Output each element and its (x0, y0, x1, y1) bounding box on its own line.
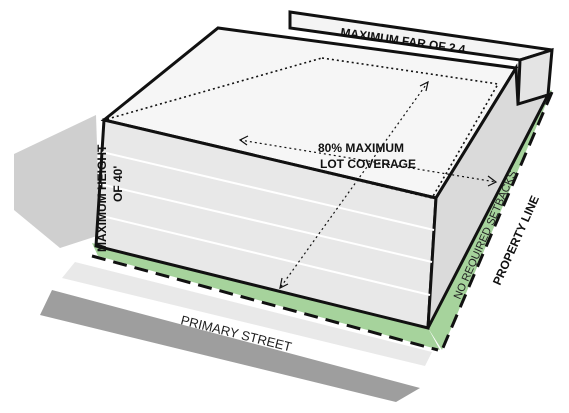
max-height-label-line2: OF 40' (111, 166, 125, 202)
ground-shadows (14, 115, 432, 402)
sidewalk-band (62, 262, 432, 366)
dimension-arrows (238, 80, 498, 290)
arrow-width (239, 139, 497, 183)
lot-green-right (428, 90, 552, 350)
arrow-depth (279, 81, 429, 289)
main-volume (94, 26, 551, 330)
left-shadow (14, 115, 100, 248)
lot-coverage-label-line1: 80% MAXIMUM (318, 141, 404, 155)
arrow-depth-head-top (419, 80, 429, 92)
property-line-dashes (91, 91, 554, 352)
lot-green-strips (92, 90, 552, 350)
road-band (40, 290, 420, 402)
lot-coverage-label-line2: LOT COVERAGE (320, 157, 416, 171)
lot-coverage-vertical-dotted (95, 119, 105, 247)
arrow-width-head-right (487, 175, 498, 187)
floor-line-2 (99, 183, 433, 263)
lot-coverage-outline (95, 57, 500, 247)
property-line-front (91, 254, 439, 352)
arrow-width-head-left (238, 135, 249, 146)
floor-line-1 (101, 151, 435, 231)
lot-green-front (92, 243, 440, 350)
main-volume-side (426, 63, 551, 329)
arrow-depth-head-bottom (279, 277, 289, 290)
max-height-label-line1: MAXIMUM HEIGHT (95, 144, 109, 252)
floor-line-3 (97, 214, 431, 296)
property-line-right (440, 91, 554, 351)
